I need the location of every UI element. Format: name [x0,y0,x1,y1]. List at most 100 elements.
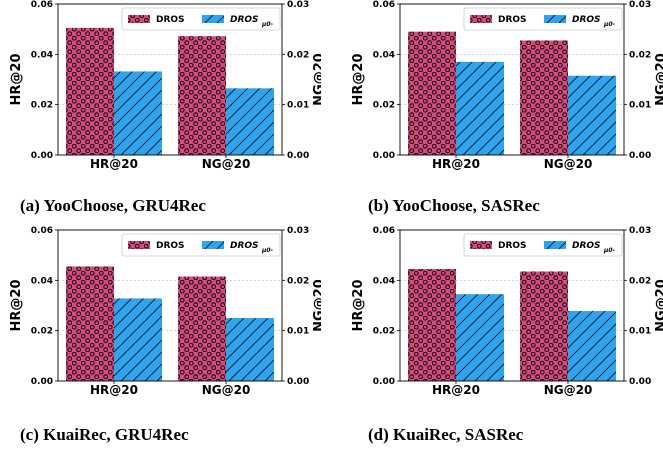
y2-tick-label: 0.03 [287,0,309,10]
y2-axis-label: NG@20 [312,53,321,106]
y-tick-label: 0.04 [373,276,395,286]
x-tick-label: HR@20 [90,383,138,397]
chart-panel: HR@20 NG@20 0.00 0.02 0.04 0.06 0.00 0.01 0.02 0.… [9,0,321,171]
legend-swatch-dros [470,15,492,23]
y2-tick-label: 0.01 [287,101,309,111]
y-tick-label: 0.00 [373,151,395,161]
legend: DROS DROS μ0- [463,7,623,31]
legend-box [463,7,623,31]
bar-dros-variant [114,298,162,381]
legend-box [121,233,281,257]
y2-tick-label: 0.01 [629,101,651,111]
legend-label-dros: DROS [156,15,185,25]
y-axis-label: HR@20 [351,280,366,332]
y2-tick-label: 0.01 [629,327,651,337]
legend-swatch-dros [470,241,492,249]
bar-dros [178,36,226,155]
y2-tick-label: 0.03 [629,226,651,236]
y2-tick-label: 0.02 [287,276,309,286]
x-tick-label: HR@20 [90,157,138,171]
y2-tick-label: 0.01 [287,327,309,337]
y2-tick-label: 0.02 [287,50,309,60]
y2-tick-label: 0.00 [629,151,651,161]
axes-frame [57,229,283,382]
bar-dros-variant [568,75,616,155]
legend-label-variant-subscript: μ0- [603,21,616,28]
bar-dros-variant [226,318,274,381]
bar-dros-variant [456,294,504,381]
x-tick-label: NG@20 [544,383,593,397]
legend-swatch-variant [544,15,566,23]
chart-panel: HR@20 NG@20 0.00 0.02 0.04 0.06 0.00 0.01 0.02 0.… [9,226,321,397]
legend-label-variant: DROS [230,241,259,251]
x-tick-label: NG@20 [544,157,593,171]
y-tick-label: 0.02 [373,327,395,337]
legend-label-dros: DROS [498,15,527,25]
bar-dros-variant [226,88,274,155]
y-tick-label: 0.06 [373,0,395,10]
bar-dros-variant [114,71,162,155]
legend: DROS DROS μ0- [121,7,281,31]
y2-tick-label: 0.00 [629,377,651,387]
legend-swatch-variant [202,241,224,249]
y-tick-label: 0.00 [373,377,395,387]
x-tick-label: HR@20 [432,383,480,397]
chart-panel: HR@20 NG@20 0.00 0.02 0.04 0.06 0.00 0.01 0.02 0.… [351,226,663,397]
y-tick-label: 0.04 [31,276,53,286]
y-tick-label: 0.06 [31,226,53,236]
bar-dros [66,266,114,381]
legend-box [463,233,623,257]
y-axis-label: HR@20 [9,54,24,106]
legend-swatch-variant [202,15,224,23]
subfigure-caption: (d) KuaiRec, SASRec [368,425,524,444]
x-tick-label: NG@20 [202,383,251,397]
legend-label-variant: DROS [572,241,601,251]
bar-dros [408,31,456,155]
y-tick-label: 0.02 [373,101,395,111]
y2-tick-label: 0.00 [287,151,309,161]
subfigure-caption: (c) KuaiRec, GRU4Rec [20,425,189,444]
legend-box [121,7,281,31]
bar-dros [520,40,568,155]
x-tick-label: HR@20 [432,157,480,171]
bar-dros [66,27,114,155]
y-tick-label: 0.04 [31,50,53,60]
legend-label-dros: DROS [156,241,185,251]
legend-swatch-dros [128,241,150,249]
subfigure-caption: (a) YooChoose, GRU4Rec [20,196,206,215]
y2-tick-label: 0.00 [287,377,309,387]
y2-tick-label: 0.02 [629,50,651,60]
bar-dros [520,271,568,381]
legend-label-variant: DROS [572,15,601,25]
bar-dros-variant [568,311,616,381]
bar-dros [408,269,456,381]
x-tick-label: NG@20 [202,157,251,171]
y2-tick-label: 0.03 [287,226,309,236]
legend: DROS DROS μ0- [121,233,281,257]
legend-label-variant-subscript: μ0- [603,247,616,254]
legend-label-variant-subscript: μ0- [261,21,274,28]
chart-panel: HR@20 NG@20 0.00 0.02 0.04 0.06 0.00 0.01 0.02 0.… [351,0,663,171]
axes-frame [399,3,625,156]
y2-tick-label: 0.03 [629,0,651,10]
y-tick-label: 0.00 [31,377,53,387]
legend-label-variant-subscript: μ0- [261,247,274,254]
y-tick-label: 0.06 [373,226,395,236]
y2-axis-label: NG@20 [312,279,321,332]
y-axis-label: HR@20 [9,280,24,332]
subfigure-caption: (b) YooChoose, SASRec [368,196,540,215]
axes-frame [57,3,283,156]
y2-tick-label: 0.02 [629,276,651,286]
y-tick-label: 0.06 [31,0,53,10]
y-tick-label: 0.04 [373,50,395,60]
y-tick-label: 0.00 [31,151,53,161]
y2-axis-label: NG@20 [654,279,663,332]
legend-swatch-variant [544,241,566,249]
bar-dros-variant [456,61,504,156]
legend: DROS DROS μ0- [463,233,623,257]
legend-label-dros: DROS [498,241,527,251]
legend-label-variant: DROS [230,15,259,25]
axes-frame [399,229,625,382]
y-axis-label: HR@20 [351,54,366,106]
